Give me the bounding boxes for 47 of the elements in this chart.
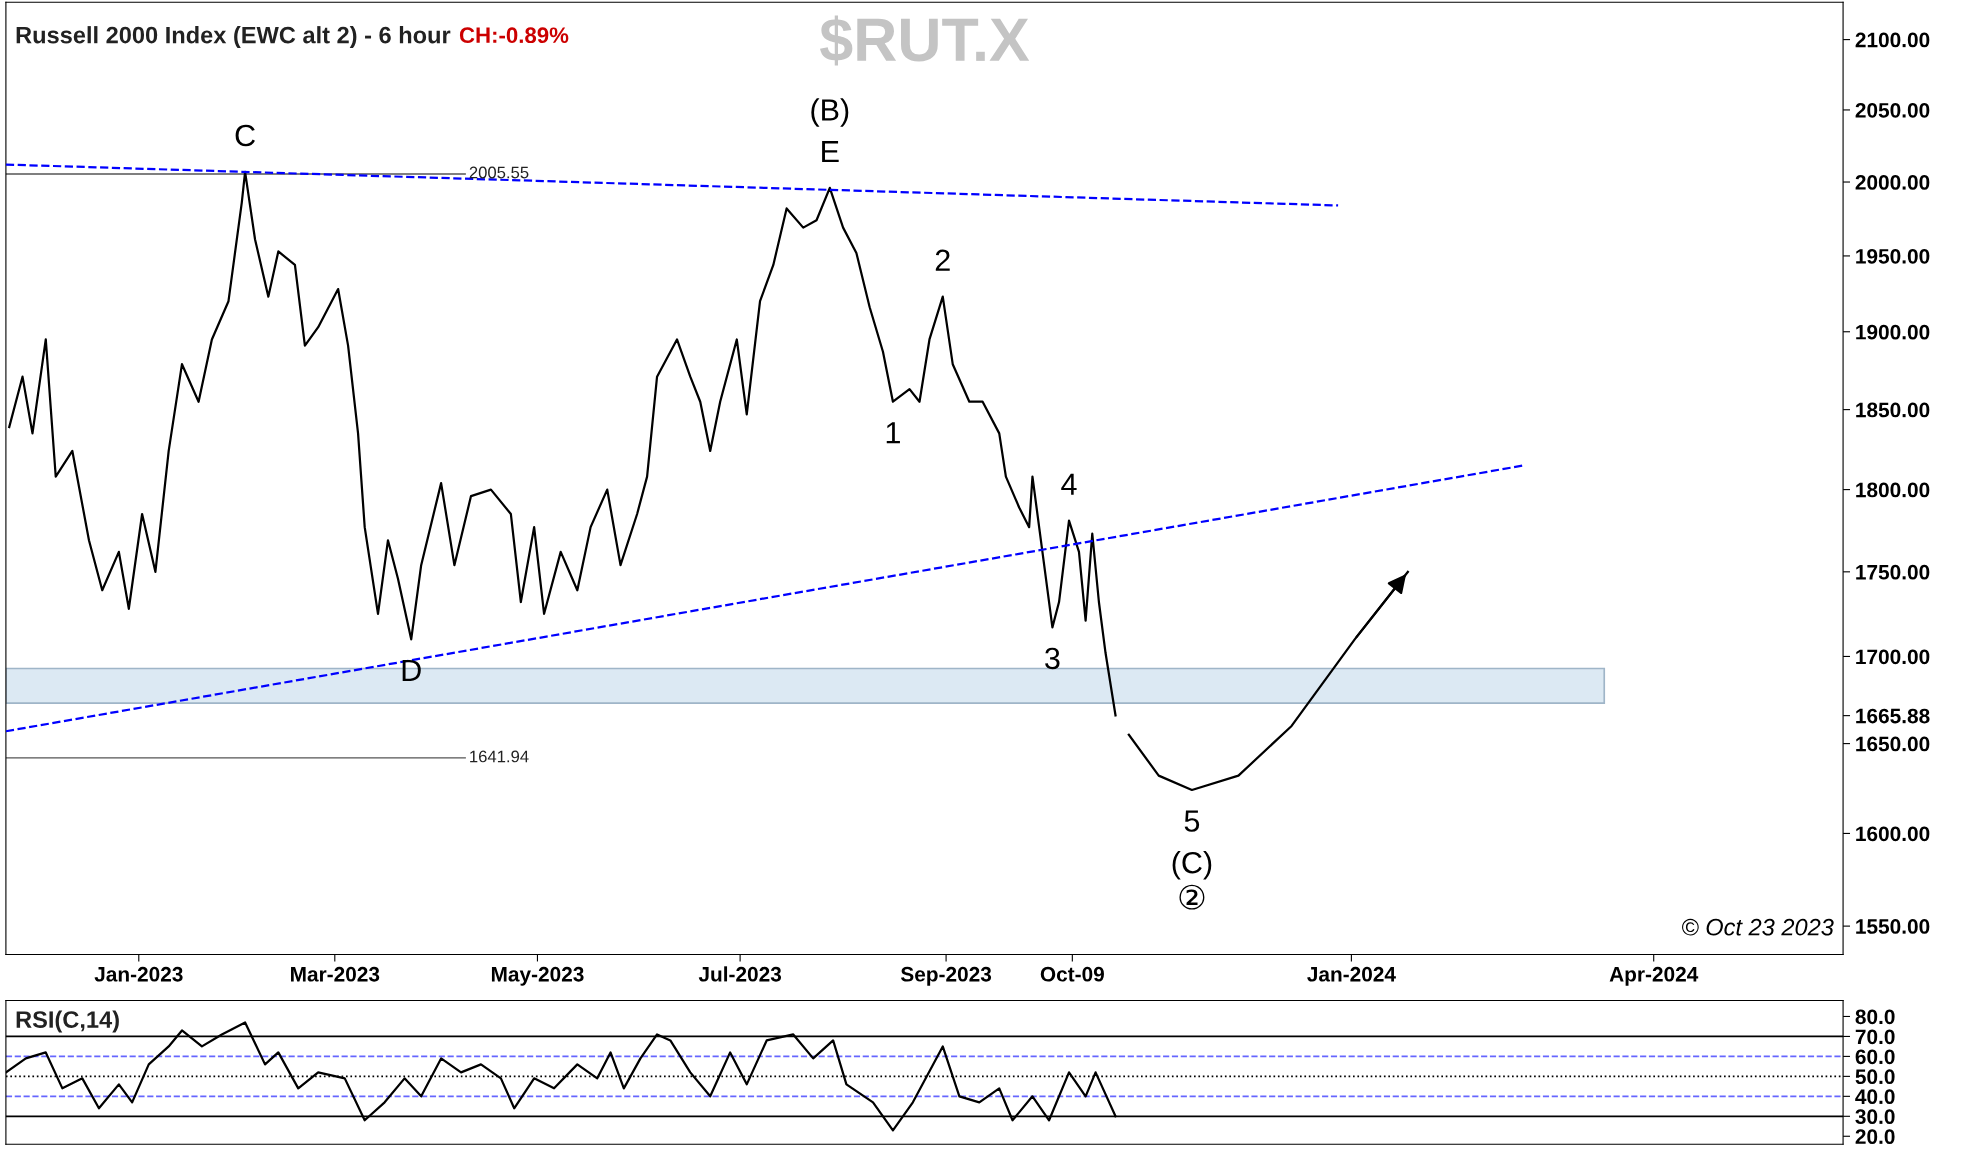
y-tick-label: 1950.00 xyxy=(1856,248,1930,264)
x-tick-label: Mar-2023 xyxy=(291,966,380,982)
x-tick-label: Jan-2023 xyxy=(94,966,183,982)
y-tick-label: 1550.00 xyxy=(1856,919,1930,934)
y-tick-label: 60.0 xyxy=(1855,1049,1895,1065)
y-tick-label: 2050.00 xyxy=(1855,102,1930,118)
y-tick-label: 30.0 xyxy=(1855,1109,1895,1125)
y-tick-label: 1750.00 xyxy=(1856,564,1930,580)
line-series xyxy=(1127,570,1409,792)
y-tick-label: 1600.00 xyxy=(1856,826,1930,842)
y-tick-label: 1800.00 xyxy=(1856,482,1930,498)
annotation: © Oct 23 2023 xyxy=(1682,918,1834,936)
annotation: 4 xyxy=(1061,473,1077,495)
x-tick-label: Oct-09 xyxy=(1040,966,1104,982)
y-tick-label: 1850.00 xyxy=(1856,402,1930,418)
annotation: $RUT.X xyxy=(820,15,1030,66)
x-tick-label: Jul-2023 xyxy=(698,966,782,982)
annotation: 2 xyxy=(935,249,950,271)
y-tick-label: 50.0 xyxy=(1855,1069,1895,1085)
annotation: (B) xyxy=(811,98,849,127)
annotation: C xyxy=(235,124,255,147)
y-tick-label: 1900.00 xyxy=(1856,324,1930,340)
annotation: D xyxy=(402,659,421,681)
y-tick-label: 40.0 xyxy=(1855,1089,1895,1105)
y-tick-label: 70.0 xyxy=(1855,1029,1895,1045)
y-tick-label: 2000.00 xyxy=(1855,175,1930,190)
annotation: (C) xyxy=(1172,851,1212,880)
x-tick-label: Sep-2023 xyxy=(900,966,992,986)
y-tick-label: 80.0 xyxy=(1855,1009,1895,1025)
text: CH:-0.89% xyxy=(459,27,569,44)
ref-line-label: 1641.94 xyxy=(470,750,529,763)
annotation: ② xyxy=(1179,884,1205,910)
text: Russell 2000 Index (EWC alt 2) - 6 hour xyxy=(16,26,451,49)
x-tick-label: Apr-2024 xyxy=(1609,966,1699,986)
y-tick-label: 1700.00 xyxy=(1856,649,1930,665)
x-tick-label: May-2023 xyxy=(491,966,584,986)
annotation: 3 xyxy=(1045,647,1060,670)
y-tick-label: 1665.88 xyxy=(1856,708,1930,724)
y-tick-label: 2100.00 xyxy=(1855,32,1930,48)
chart-title: RSI(C,14) xyxy=(16,1010,119,1033)
ref-line-label: 2005.55 xyxy=(469,166,529,179)
annotation: 5 xyxy=(1184,810,1200,832)
x-tick-label: Jan-2024 xyxy=(1307,966,1396,982)
annotation: 1 xyxy=(886,422,900,444)
annotation: E xyxy=(822,141,839,163)
y-tick-label: 20.0 xyxy=(1855,1129,1895,1145)
y-tick-label: 1650.00 xyxy=(1856,736,1930,752)
